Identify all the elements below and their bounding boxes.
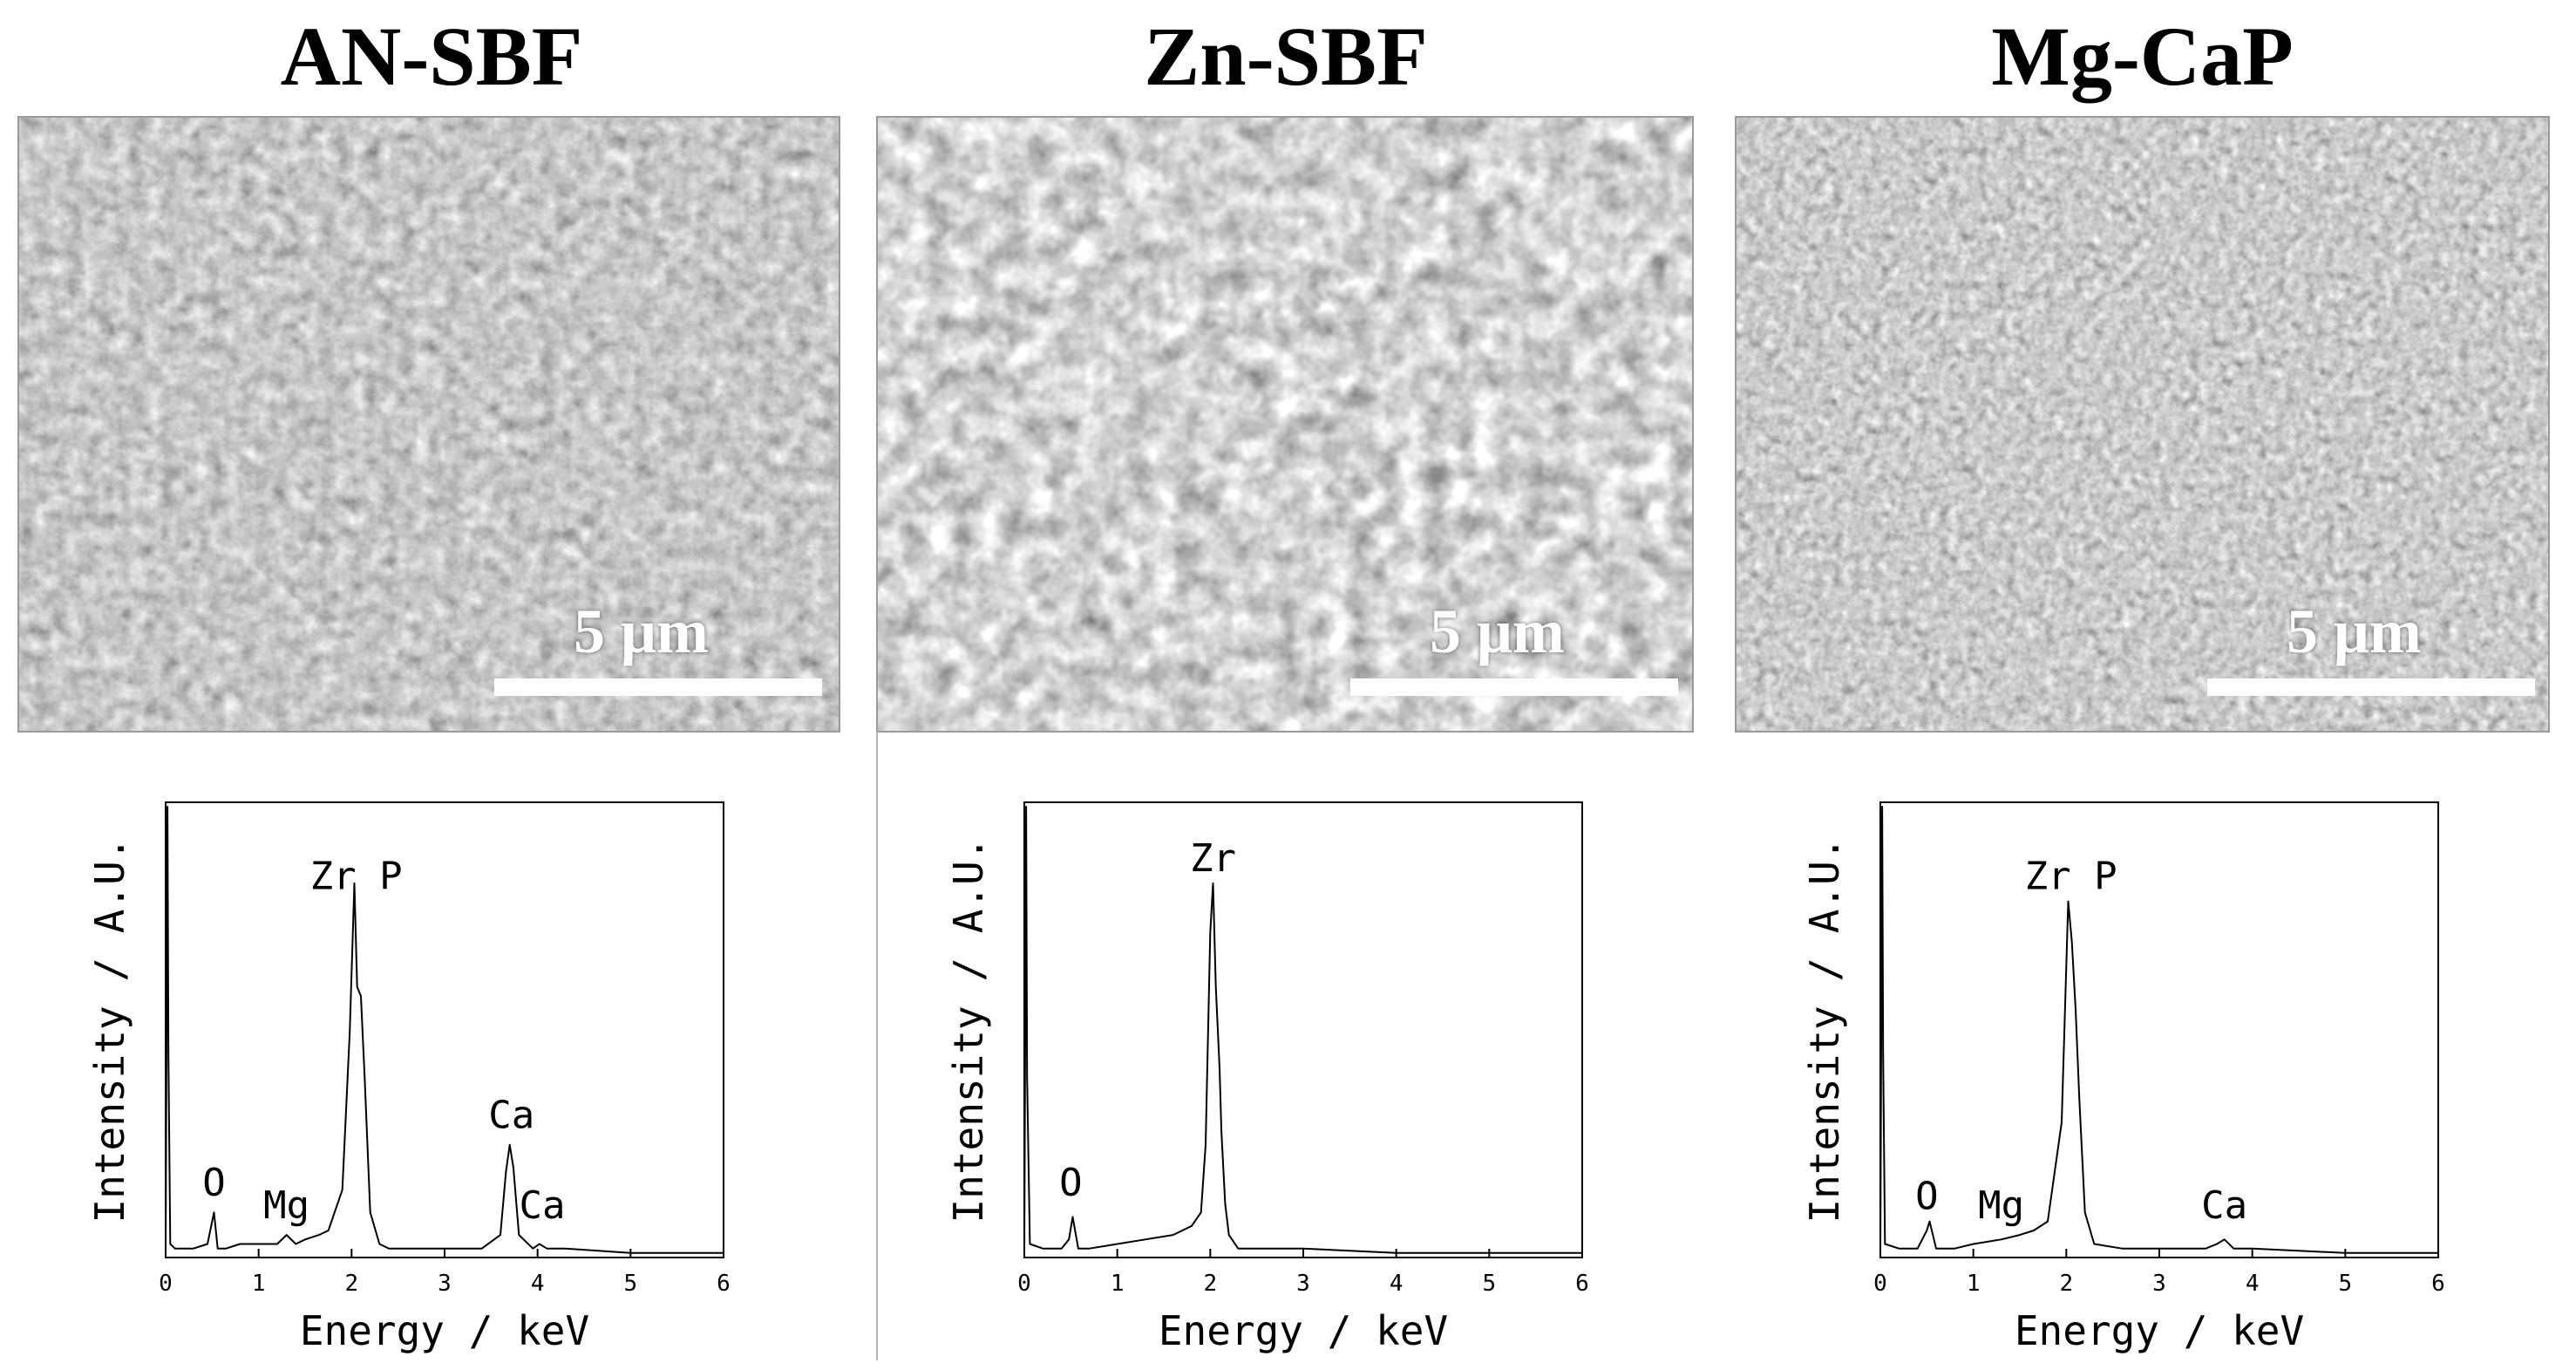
x-tick-label: 6 (717, 1271, 731, 1297)
x-tick-label: 2 (345, 1271, 359, 1297)
scale-bar-label: 5 μm (574, 596, 709, 666)
sem-image-mg-cap: 5 μm (1735, 116, 2550, 733)
plot-frame (1879, 801, 2439, 1258)
x-tick-label: 2 (1204, 1271, 1218, 1297)
peak-label: O (1059, 1161, 1083, 1205)
panel-title-zn-sbf: Zn-SBF (1144, 10, 1428, 103)
eds-chart-mg-cap: 0 1 2 3 4 5 6 Energy / keV Intensity / A.U. Zr P O… (1801, 801, 2445, 1354)
y-axis-label: Intensity / A.U. (1801, 836, 1848, 1223)
x-tick-label: 1 (252, 1271, 266, 1297)
x-tick-label: 3 (2152, 1271, 2166, 1297)
x-tick-label: 5 (624, 1271, 638, 1297)
y-axis-label: Intensity / A.U. (945, 836, 992, 1223)
x-tick-label: 5 (1483, 1271, 1497, 1297)
peak-label: Ca (488, 1094, 534, 1138)
peak-label: Ca (2201, 1183, 2247, 1228)
eds-chart-an-sbf: 0 1 2 3 4 5 6 Energy / keV Intensity / A.U. Zr P C… (86, 801, 731, 1354)
peak-label: Zr (1190, 836, 1236, 881)
peak-label: Mg (1978, 1183, 2024, 1228)
peak-label: Zr P (2025, 855, 2117, 899)
x-tick-label: 1 (1967, 1271, 1981, 1297)
scale-bar-label: 5 μm (2287, 596, 2422, 666)
x-tick-label: 4 (2246, 1271, 2260, 1297)
plot-frame (165, 801, 724, 1258)
sem-texture-mg-cap (1737, 118, 2548, 731)
y-axis-label: Intensity / A.U. (86, 836, 133, 1223)
scale-bar (2207, 678, 2535, 696)
x-tick-label: 4 (531, 1271, 545, 1297)
x-axis-label: Energy / keV (1159, 1307, 1448, 1354)
spectrum-line (1023, 806, 1582, 1258)
x-tick-label: 6 (2431, 1271, 2445, 1297)
scale-bar (1350, 678, 1678, 696)
scale-bar-label: 5 μm (1430, 596, 1565, 666)
peak-label: Mg (263, 1183, 309, 1228)
x-tick-label: 6 (1575, 1271, 1589, 1297)
x-tick-label: 3 (438, 1271, 452, 1297)
spectrum-line (165, 806, 724, 1258)
x-tick-label: 2 (2060, 1271, 2074, 1297)
sem-texture-an-sbf (19, 118, 839, 731)
scale-bar (494, 678, 822, 696)
panel-title-mg-cap: Mg-CaP (1991, 10, 2294, 103)
sem-texture-zn-sbf (878, 118, 1692, 731)
column-divider (876, 731, 878, 1360)
sem-image-an-sbf: 5 μm (17, 116, 840, 733)
x-tick-label: 0 (1017, 1271, 1031, 1297)
peak-label: Zr P (310, 855, 403, 899)
x-tick-label: 1 (1111, 1271, 1125, 1297)
peak-label: O (202, 1161, 226, 1205)
x-tick-label: 0 (1873, 1271, 1887, 1297)
x-tick-label: 3 (1296, 1271, 1310, 1297)
peak-label: Ca (520, 1183, 566, 1228)
x-tick-label: 4 (1390, 1271, 1404, 1297)
peak-label: O (1915, 1175, 1939, 1219)
x-tick-label: 5 (2339, 1271, 2353, 1297)
x-axis-label: Energy / keV (300, 1307, 589, 1354)
spectrum-line (1879, 806, 2438, 1258)
sem-image-zn-sbf: 5 μm (876, 116, 1694, 733)
eds-chart-zn-sbf: 0 1 2 3 4 5 6 Energy / keV Intensity / A.U. Zr O (945, 801, 1589, 1354)
x-axis-label: Energy / keV (2015, 1307, 2304, 1354)
plot-frame (1023, 801, 1583, 1258)
panel-title-an-sbf: AN-SBF (280, 10, 583, 103)
x-tick-label: 0 (159, 1271, 173, 1297)
